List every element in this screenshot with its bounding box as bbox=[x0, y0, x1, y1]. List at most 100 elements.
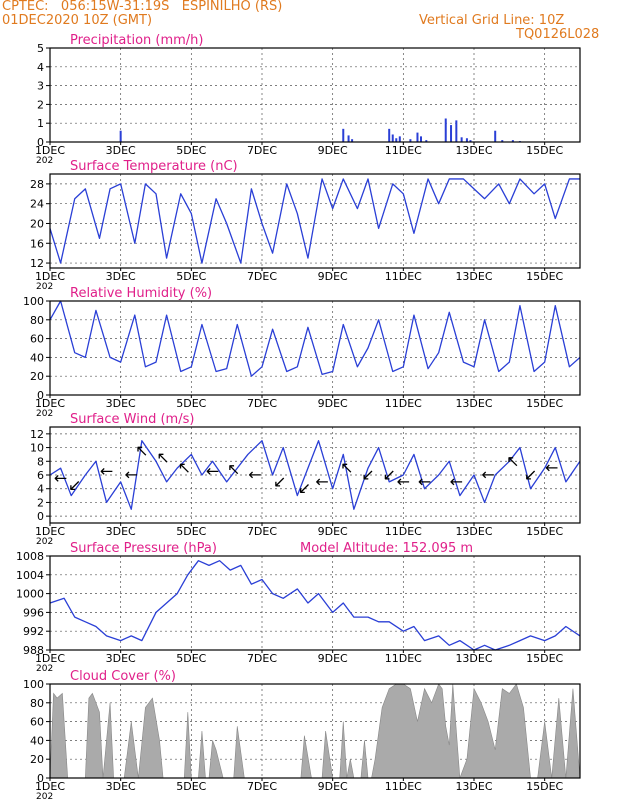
panel-title: Precipitation (mm/h) bbox=[70, 33, 203, 48]
wind-arrow: ↖ bbox=[506, 451, 519, 470]
precip-bar bbox=[398, 136, 401, 142]
panel-frame bbox=[49, 300, 581, 396]
x-tick-label: 5DEC bbox=[176, 525, 206, 538]
panel-0 bbox=[46, 47, 581, 145]
x-year-label: 202 bbox=[36, 537, 53, 547]
panel-title: Surface Pressure (hPa) bbox=[70, 541, 217, 556]
precip-bar bbox=[469, 140, 472, 142]
x-tick-label: 15DEC bbox=[526, 144, 563, 157]
precip-bar bbox=[494, 130, 497, 142]
panel-3 bbox=[46, 426, 581, 526]
x-tick-label: 11DEC bbox=[385, 652, 422, 665]
x-tick-label: 13DEC bbox=[455, 652, 492, 665]
panel-frame bbox=[49, 555, 581, 651]
series-line bbox=[49, 178, 580, 264]
precip-bar bbox=[455, 120, 458, 142]
x-tick-label: 15DEC bbox=[526, 397, 563, 410]
y-tick-label: 0 bbox=[37, 389, 44, 402]
y-tick-label: 0 bbox=[37, 772, 44, 785]
x-tick-label: 7DEC bbox=[247, 525, 277, 538]
x-tick-label: 7DEC bbox=[247, 652, 277, 665]
y-tick-label: 5 bbox=[37, 42, 44, 55]
x-tick-label: 5DEC bbox=[176, 780, 206, 793]
y-tick-label: 10 bbox=[30, 442, 44, 455]
wind-arrow: ← bbox=[397, 472, 410, 491]
x-tick-label: 1DEC bbox=[35, 397, 65, 410]
y-tick-label: 12 bbox=[30, 257, 44, 270]
wind-arrow: ↖ bbox=[340, 458, 353, 477]
series-line bbox=[49, 300, 581, 377]
cloud-cover-area bbox=[49, 683, 581, 779]
panel-title: Cloud Cover (%) bbox=[70, 669, 176, 684]
y-tick-label: 60 bbox=[30, 333, 44, 346]
x-tick-label: 5DEC bbox=[176, 270, 206, 283]
wind-arrow: ↙ bbox=[361, 465, 374, 484]
x-tick-label: 9DEC bbox=[318, 525, 348, 538]
x-tick-label: 3DEC bbox=[106, 397, 136, 410]
y-tick-label: 80 bbox=[30, 697, 44, 710]
y-tick-label: 992 bbox=[23, 625, 44, 638]
panel-title: Surface Temperature (nC) bbox=[70, 159, 238, 174]
wind-arrow: ↙ bbox=[273, 472, 286, 491]
y-tick-label: 996 bbox=[23, 606, 44, 619]
wind-arrow: ↙ bbox=[524, 465, 537, 484]
wind-arrow: ← bbox=[206, 462, 219, 481]
precip-bar bbox=[342, 128, 345, 142]
x-tick-label: 9DEC bbox=[318, 780, 348, 793]
panel-5 bbox=[46, 683, 581, 781]
y-tick-label: 8 bbox=[37, 455, 44, 468]
y-tick-label: 1 bbox=[37, 117, 44, 130]
precip-bar bbox=[465, 138, 468, 142]
x-tick-label: 13DEC bbox=[455, 270, 492, 283]
precip-bar bbox=[119, 130, 122, 142]
y-tick-label: 2 bbox=[37, 98, 44, 111]
x-year-label: 202 bbox=[36, 282, 53, 292]
x-tick-label: 11DEC bbox=[385, 270, 422, 283]
x-tick-label: 13DEC bbox=[455, 780, 492, 793]
x-tick-label: 9DEC bbox=[318, 652, 348, 665]
wind-arrow: ↖ bbox=[135, 441, 148, 460]
x-tick-label: 1DEC bbox=[35, 525, 65, 538]
precip-bar bbox=[351, 139, 354, 142]
y-tick-label: 0 bbox=[37, 136, 44, 149]
x-tick-label: 1DEC bbox=[35, 652, 65, 665]
x-tick-label: 15DEC bbox=[526, 780, 563, 793]
panel-title: Relative Humidity (%) bbox=[70, 286, 212, 301]
x-tick-label: 9DEC bbox=[318, 397, 348, 410]
y-tick-label: 1004 bbox=[16, 569, 44, 582]
y-tick-label: 4 bbox=[37, 61, 44, 74]
y-tick-label: 24 bbox=[30, 198, 44, 211]
x-tick-label: 15DEC bbox=[526, 652, 563, 665]
wind-arrow: ↙ bbox=[68, 475, 81, 494]
y-tick-label: 4 bbox=[37, 483, 44, 496]
panel-1 bbox=[46, 173, 581, 271]
wind-arrow: ← bbox=[125, 465, 138, 484]
x-tick-label: 11DEC bbox=[385, 144, 422, 157]
x-tick-label: 13DEC bbox=[455, 144, 492, 157]
precip-bar bbox=[388, 128, 391, 142]
x-tick-label: 11DEC bbox=[385, 780, 422, 793]
series-line bbox=[49, 560, 581, 651]
x-year-label: 202 bbox=[36, 792, 53, 800]
x-tick-label: 7DEC bbox=[247, 270, 277, 283]
y-tick-label: 20 bbox=[30, 217, 44, 230]
x-year-label: 202 bbox=[36, 156, 53, 166]
x-tick-label: 11DEC bbox=[385, 525, 422, 538]
y-tick-label: 20 bbox=[30, 370, 44, 383]
x-tick-label: 7DEC bbox=[247, 144, 277, 157]
precip-bar bbox=[444, 118, 447, 142]
panel-frame bbox=[49, 173, 581, 269]
panel-title: Surface Wind (m/s) bbox=[70, 412, 194, 427]
wind-arrow: ← bbox=[481, 465, 494, 484]
y-tick-label: 2 bbox=[37, 496, 44, 509]
y-tick-label: 80 bbox=[30, 314, 44, 327]
grid-line-label: Vertical Grid Line: 10Z bbox=[419, 13, 565, 28]
wind-arrow: ↖ bbox=[178, 458, 191, 477]
date-header: 01DEC2020 10Z (GMT) bbox=[2, 13, 153, 28]
y-tick-label: 100 bbox=[23, 678, 44, 691]
precip-bar bbox=[460, 137, 463, 142]
precip-bar bbox=[391, 134, 394, 142]
x-tick-label: 5DEC bbox=[176, 652, 206, 665]
